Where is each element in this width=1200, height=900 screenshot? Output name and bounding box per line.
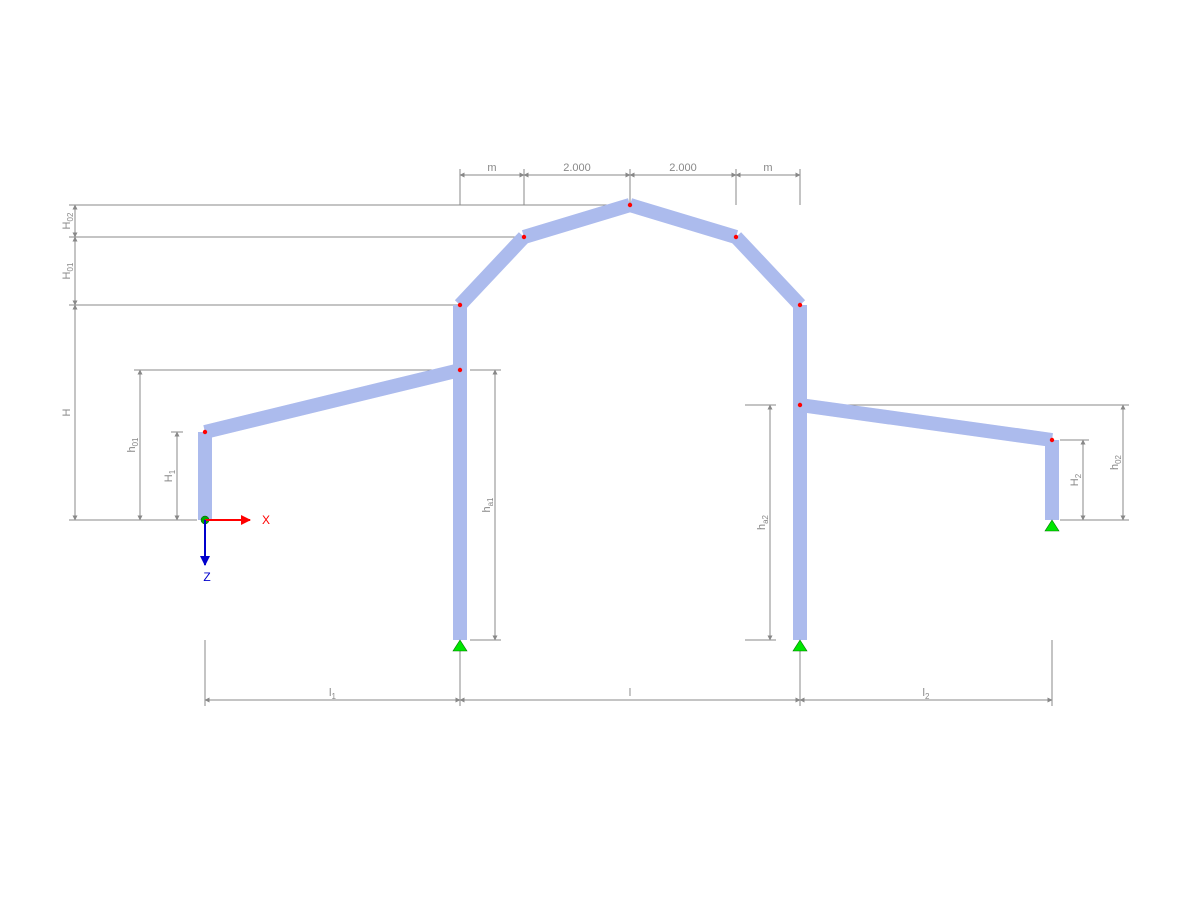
hinge-node-icon: [734, 235, 738, 239]
hinge-node-icon: [1050, 438, 1054, 442]
dimension-label: h01: [126, 437, 140, 453]
axis-x-label: X: [262, 513, 270, 527]
hinge-node-icon: [798, 303, 802, 307]
hinge-node-icon: [458, 303, 462, 307]
dimension-label: H02: [61, 212, 75, 229]
hinge-node-icon: [798, 403, 802, 407]
dimension-label: h02: [1109, 454, 1123, 470]
axis-z-label: Z: [203, 570, 210, 584]
dimension-label: H2: [1069, 473, 1083, 486]
members-group: [205, 205, 1052, 640]
hinge-node-icon: [203, 430, 207, 434]
hinge-node-icon: [522, 235, 526, 239]
dimension-label: ha2: [756, 514, 770, 530]
dimension-label: 2.000: [563, 162, 591, 174]
dimension-label: l: [629, 687, 631, 699]
dimension-label: H: [61, 408, 73, 416]
dimension-label: l1: [329, 687, 336, 701]
dimension-label: H1: [163, 469, 177, 482]
support-pinned-icon: [453, 640, 467, 651]
support-pinned-icon: [793, 640, 807, 651]
hinge-node-icon: [458, 368, 462, 372]
dimension-label: H01: [61, 262, 75, 279]
dimension-label: l2: [923, 687, 930, 701]
dimension-label: ha1: [481, 497, 495, 513]
dimension-label: m: [763, 162, 772, 174]
dimension-label: m: [487, 162, 496, 174]
structural-frame-diagram: m 2.000 2.000 m l1 l l2 H02 H01 Hh01 H1 ha1 ha2 H2 h02…: [0, 0, 1200, 900]
hinge-node-icon: [628, 203, 632, 207]
dimension-label: 2.000: [669, 162, 697, 174]
support-pinned-icon: [1045, 520, 1059, 531]
